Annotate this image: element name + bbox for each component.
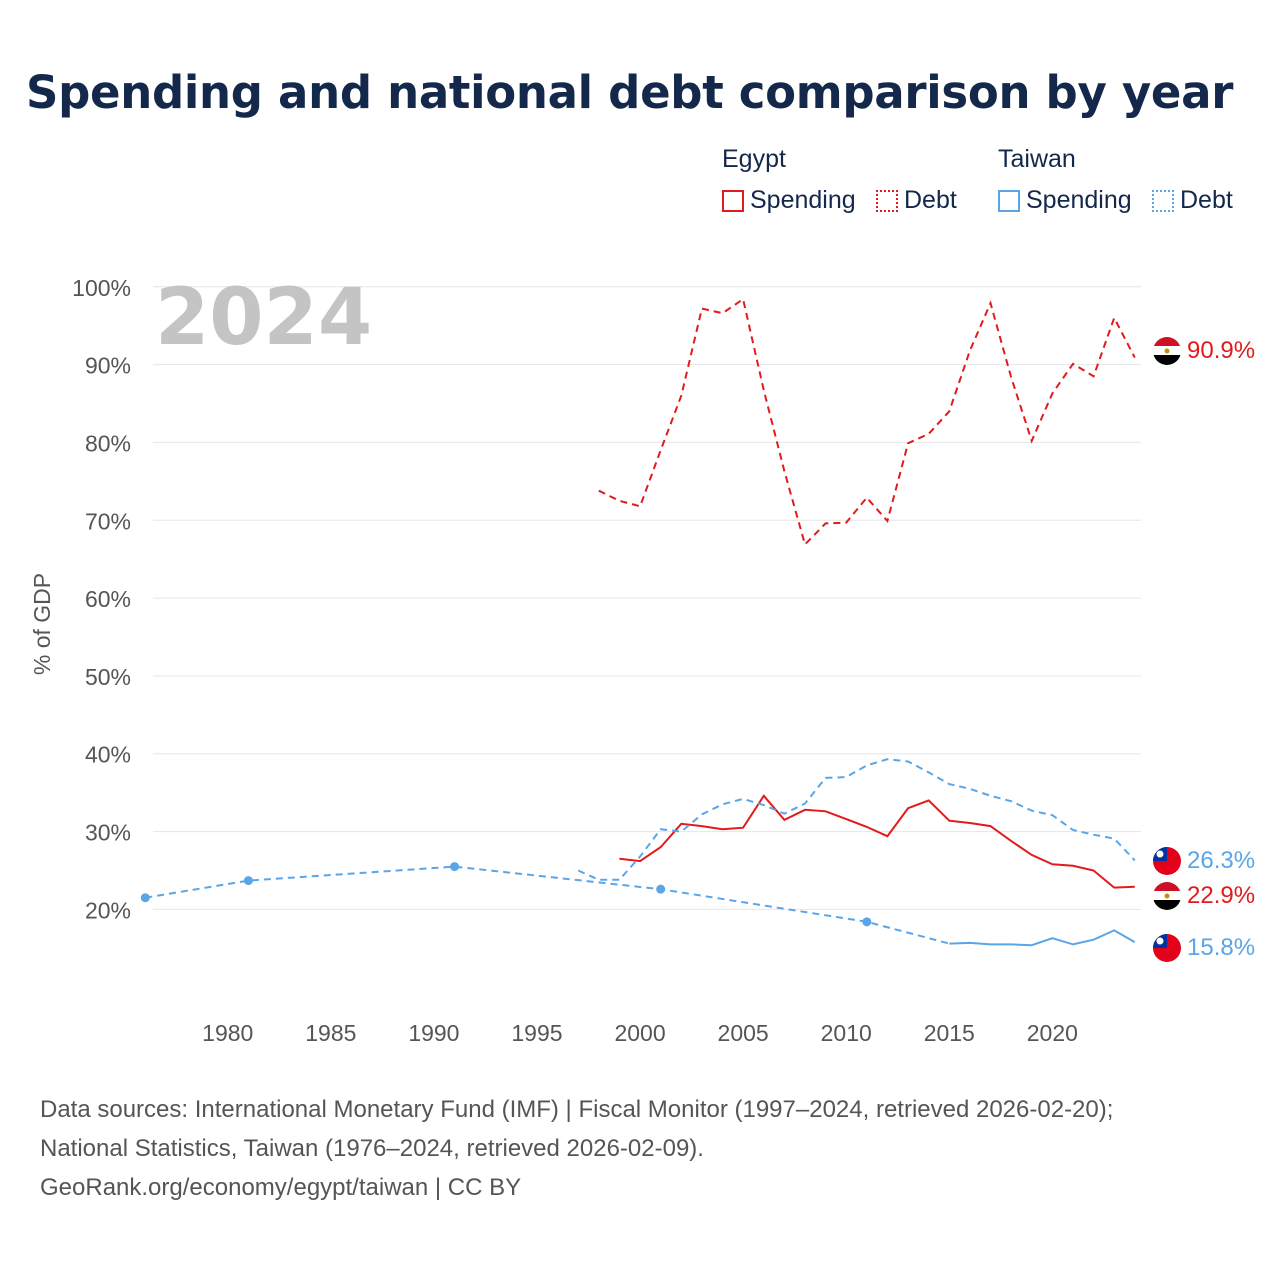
legend-taiwan-debt[interactable]: Debt (1152, 186, 1233, 215)
x-tick-label: 1980 (202, 1020, 253, 1046)
legend-egypt-debt-label: Debt (904, 186, 957, 214)
data-sources: Data sources: International Monetary Fun… (40, 1090, 1113, 1207)
series-line-taiwan-spending (949, 929, 1136, 947)
sources-line-1: Data sources: International Monetary Fun… (40, 1096, 1114, 1123)
legend-egypt-spending-label: Spending (750, 186, 856, 214)
legend-taiwan-spending[interactable]: Spending (998, 186, 1132, 215)
year-watermark: 2024 (155, 273, 372, 363)
end-label-taiwan-debt: 26.3% (1187, 847, 1255, 874)
end-label-egypt-spending: 22.9% (1187, 882, 1255, 909)
sources-line-2: National Statistics, Taiwan (1976–2024, … (40, 1135, 704, 1162)
y-tick-label: 30% (85, 820, 131, 846)
y-tick-label: 80% (85, 430, 131, 456)
chart-title: Spending and national debt comparison by… (26, 66, 1234, 119)
end-label-egypt-debt: 90.9% (1187, 337, 1255, 364)
data-point (140, 893, 150, 903)
series-layer (140, 297, 1136, 947)
legend-egypt-debt-swatch (876, 189, 898, 212)
legend-taiwan-debt-label: Debt (1180, 186, 1233, 214)
data-point (243, 876, 253, 886)
legend-egypt-debt[interactable]: Debt (876, 186, 957, 215)
x-tick-label: 1995 (511, 1020, 562, 1046)
x-tick-label: 2000 (614, 1020, 665, 1046)
y-tick-label: 70% (85, 508, 131, 534)
series-line-taiwan-debt (577, 758, 1136, 881)
x-tick-label: 2020 (1027, 1020, 1078, 1046)
y-tick-label: 60% (85, 586, 131, 612)
gridlines (153, 286, 1141, 910)
x-axis-ticks: 1980 1985 1990 1995 2000 2005 2010 2015 2020 (202, 1020, 1078, 1046)
legend-egypt-spending[interactable]: Spending (722, 186, 856, 215)
x-tick-label: 1990 (408, 1020, 459, 1046)
y-tick-label: 20% (85, 897, 131, 923)
legend-egypt-title: Egypt (722, 145, 786, 173)
x-tick-label: 1985 (305, 1020, 356, 1046)
data-point (862, 917, 872, 927)
y-tick-label: 50% (85, 664, 131, 690)
y-axis-label: % of GDP (29, 573, 55, 675)
x-tick-label: 2010 (821, 1020, 872, 1046)
sources-link[interactable]: GeoRank.org/economy/egypt/taiwan | CC BY (40, 1174, 522, 1201)
taiwan-flag-icon (1153, 847, 1181, 875)
legend-taiwan-title: Taiwan (998, 145, 1076, 173)
series-line-egypt-spending (619, 794, 1135, 889)
legend-taiwan-debt-swatch (1152, 189, 1174, 212)
taiwan-flag-icon (1153, 934, 1181, 962)
legend-taiwan-spending-swatch (998, 189, 1020, 212)
series-line-egypt-debt (598, 297, 1136, 547)
x-tick-label: 2015 (924, 1020, 975, 1046)
end-label-taiwan-spending: 15.8% (1187, 934, 1255, 961)
y-axis-ticks: 20% 30% 40% 50% 60% 70% 80% 90% 100% (72, 275, 131, 924)
egypt-flag-icon (1153, 337, 1181, 365)
egypt-flag-icon (1153, 882, 1181, 910)
y-tick-label: 90% (85, 353, 131, 379)
data-point (450, 862, 460, 872)
legend-egypt-spending-swatch (722, 189, 744, 212)
legend-taiwan-spending-label: Spending (1026, 186, 1132, 214)
y-tick-label: 40% (85, 742, 131, 768)
data-point (656, 884, 666, 894)
series-line-taiwan-spending-sparse (145, 865, 950, 945)
y-tick-label: 100% (72, 275, 131, 301)
x-tick-label: 2005 (718, 1020, 769, 1046)
